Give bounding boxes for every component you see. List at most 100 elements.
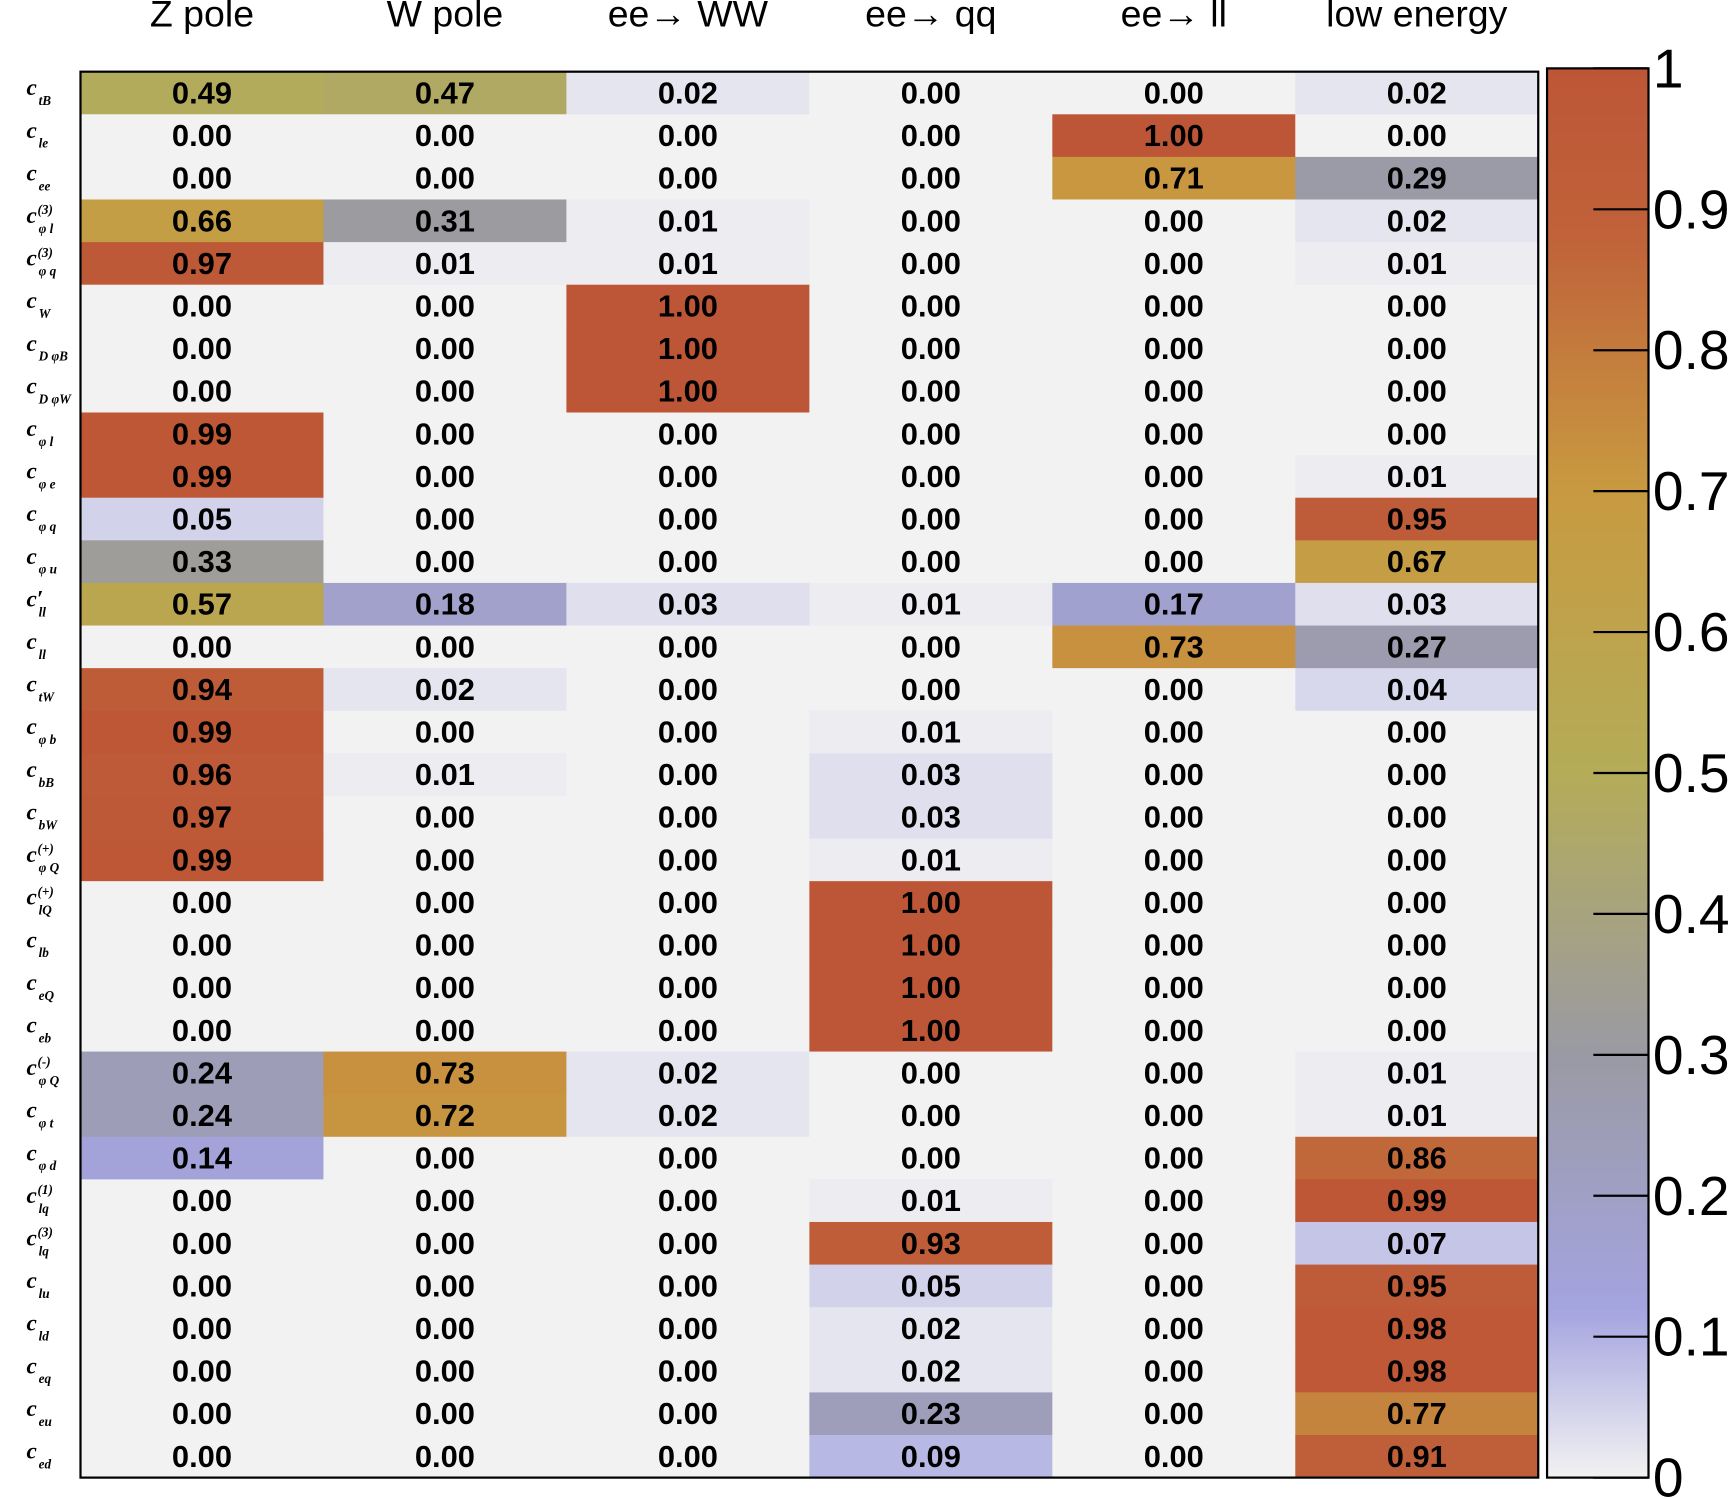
heatmap-cell <box>1295 1264 1539 1308</box>
heatmap-cell <box>1295 284 1539 328</box>
heatmap-cell <box>809 668 1053 712</box>
cell-label: 0.00 <box>1387 715 1447 750</box>
row-label-sub: lq <box>39 1201 50 1216</box>
cell-label: 0.00 <box>901 203 961 238</box>
cell-label: 0.00 <box>658 416 718 451</box>
cell-label: 0.02 <box>1387 75 1447 110</box>
cell-label: 0.72 <box>415 1098 475 1133</box>
cell-label: 0.00 <box>901 118 961 153</box>
heatmap-cell <box>1295 1094 1539 1138</box>
heatmap-cell <box>809 966 1053 1010</box>
row-label-sub: eq <box>39 1371 52 1386</box>
heatmap-cell <box>1295 540 1539 584</box>
heatmap-cell <box>566 1435 810 1479</box>
cell-label: 0.01 <box>1387 246 1447 281</box>
cell-label: 0.00 <box>1144 1013 1204 1048</box>
row-label: c <box>26 118 36 144</box>
cell-label: 1.00 <box>901 970 961 1005</box>
cell-label: 0.00 <box>658 161 718 196</box>
cell-label: 0.00 <box>1387 928 1447 963</box>
heatmap-cell <box>323 327 567 371</box>
cell-label: 0.00 <box>415 885 475 920</box>
heatmap-cell <box>1052 114 1296 158</box>
cell-label: 0.00 <box>172 288 232 323</box>
cell-label: 0.00 <box>1144 1268 1204 1303</box>
cell-label: 0.00 <box>415 544 475 579</box>
cell-label: 0.18 <box>415 587 475 622</box>
cell-label: 0.77 <box>1387 1396 1447 1431</box>
row-label-sub: D φB <box>38 349 69 364</box>
row-label: c <box>26 373 36 399</box>
heatmap-cell <box>566 881 810 925</box>
heatmap-cell <box>1295 1221 1539 1266</box>
heatmap-cell <box>80 156 325 201</box>
cell-label: 0.00 <box>901 672 961 707</box>
cell-label: 0.94 <box>172 672 232 707</box>
heatmap-cell <box>80 540 325 584</box>
heatmap-cell <box>809 327 1053 371</box>
heatmap-cell <box>809 710 1053 754</box>
cell-label: 0.00 <box>415 161 475 196</box>
row-label-base: c′ <box>26 586 43 612</box>
column-label: low energy <box>1326 0 1508 34</box>
cell-label: 0.00 <box>1144 672 1204 707</box>
heatmap-cell <box>1052 71 1296 115</box>
heatmap-cell <box>809 1136 1053 1180</box>
heatmap-cell <box>809 1435 1053 1479</box>
heatmap-cell <box>1052 668 1296 712</box>
heatmap-cell <box>566 1179 810 1223</box>
heatmap-cell <box>80 455 325 499</box>
cell-label: 0.02 <box>658 1055 718 1090</box>
heatmap-cell <box>566 412 810 456</box>
row-label-base: c <box>26 799 36 825</box>
heatmap-cell <box>80 284 325 328</box>
heatmap-cell <box>1295 753 1539 797</box>
heatmap-cell <box>1295 497 1539 541</box>
cell-label: 0.00 <box>1144 1226 1204 1261</box>
heatmap-cell <box>1052 795 1296 840</box>
heatmap-cell <box>323 1349 567 1393</box>
heatmap-cell <box>1052 284 1296 328</box>
heatmap-cell <box>323 412 567 456</box>
heatmap-cell <box>566 284 810 328</box>
heatmap-cell <box>323 284 567 328</box>
heatmap-cell <box>566 1221 810 1266</box>
cell-label: 0.86 <box>1387 1141 1447 1176</box>
cell-label: 0.01 <box>901 842 961 877</box>
row-label-base: c <box>26 1098 36 1124</box>
cell-label: 0.01 <box>901 715 961 750</box>
cell-label: 0.00 <box>1144 374 1204 409</box>
heatmap-cell <box>323 1307 567 1351</box>
heatmap-cell <box>323 1094 567 1138</box>
column-label: ee→ qq <box>865 0 996 34</box>
heatmap-cell <box>1295 71 1539 115</box>
heatmap-cell <box>80 668 325 712</box>
row-label: c′ <box>26 586 43 612</box>
heatmap-cell <box>80 242 325 286</box>
heatmap-cell <box>1295 668 1539 712</box>
cell-label: 0.00 <box>172 928 232 963</box>
heatmap-cell <box>80 838 325 882</box>
cell-label: 0.00 <box>1144 970 1204 1005</box>
heatmap-cell <box>566 582 810 627</box>
cell-label: 0.00 <box>1387 288 1447 323</box>
cell-label: 0.00 <box>658 1226 718 1261</box>
cell-label: 0.00 <box>1144 928 1204 963</box>
heatmap-cell <box>323 838 567 882</box>
row-label: c <box>26 1311 36 1337</box>
cell-label: 1.00 <box>901 928 961 963</box>
heatmap-cell <box>566 795 810 840</box>
cell-label: 0.31 <box>415 203 475 238</box>
cell-label: 0.00 <box>1144 1183 1204 1218</box>
heatmap-cell <box>323 1179 567 1223</box>
row-label-sup: (-) <box>37 1054 50 1069</box>
row-label: c <box>26 331 36 357</box>
row-label-base: c <box>26 331 36 357</box>
heatmap-cell <box>566 1307 810 1351</box>
cell-label: 0.00 <box>901 629 961 664</box>
heatmap-cell <box>80 71 325 115</box>
heatmap-cell <box>566 327 810 371</box>
heatmap-cell <box>566 1094 810 1138</box>
heatmap-cell <box>80 1051 325 1095</box>
heatmap-cell <box>809 369 1053 414</box>
